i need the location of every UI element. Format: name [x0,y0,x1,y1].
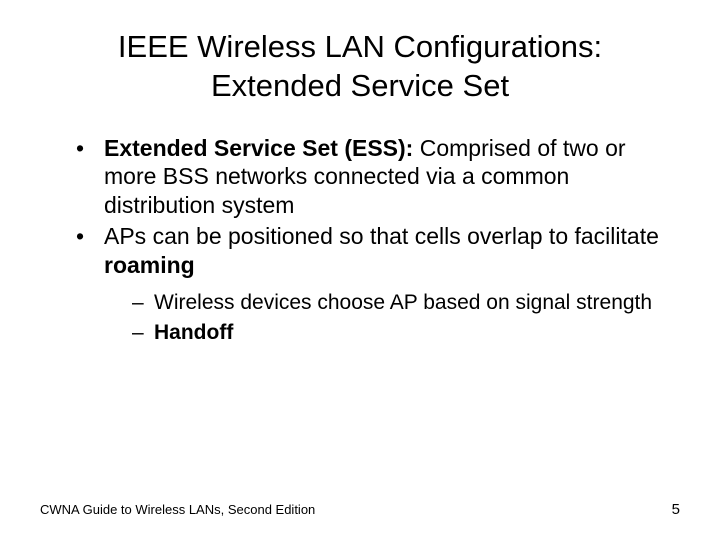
page-number: 5 [672,501,680,518]
bullet-list-level-1: Extended Service Set (ESS): Comprised of… [40,134,680,346]
title-line-1: IEEE Wireless LAN Configurations: [118,29,602,64]
sub-bullet-item: Wireless devices choose AP based on sign… [132,289,680,316]
bullet-bold-tail: roaming [104,252,195,278]
slide-footer: CWNA Guide to Wireless LANs, Second Edit… [40,501,680,518]
title-line-2: Extended Service Set [211,68,509,103]
bullet-text: APs can be positioned so that cells over… [104,223,659,249]
bullet-item: Extended Service Set (ESS): Comprised of… [76,134,680,220]
slide-title: IEEE Wireless LAN Configurations: Extend… [40,28,680,106]
bullet-item: APs can be positioned so that cells over… [76,222,680,346]
sub-bullet-text: Wireless devices choose AP based on sign… [154,291,652,314]
bullet-bold-lead: Extended Service Set (ESS): [104,135,413,161]
bullet-list-level-2: Wireless devices choose AP based on sign… [104,289,680,346]
footer-text: CWNA Guide to Wireless LANs, Second Edit… [40,502,315,517]
sub-bullet-item: Handoff [132,319,680,346]
sub-bullet-bold: Handoff [154,321,233,344]
